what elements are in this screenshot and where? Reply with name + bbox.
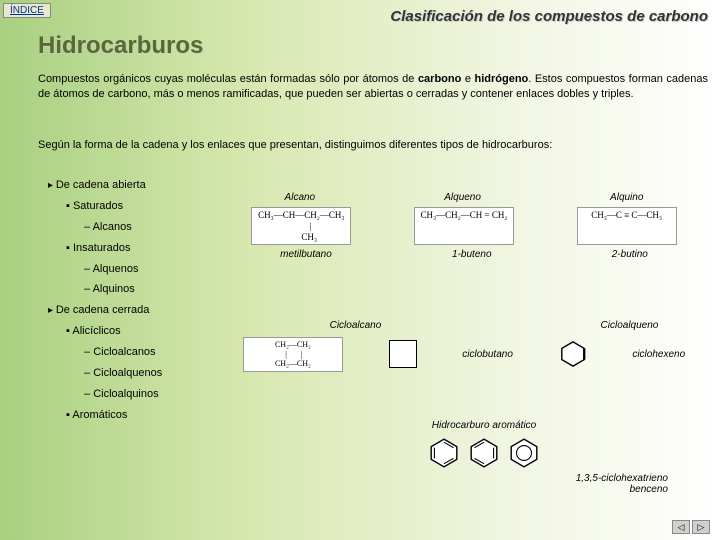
classification-tree: De cadena abierta Saturados Alcanos Insa… bbox=[48, 175, 162, 426]
cicloalqueno-label: Cicloalqueno bbox=[601, 320, 659, 331]
tree-cicloalquenos: Cicloalquenos bbox=[84, 363, 162, 384]
hexagon-shape-icon bbox=[559, 340, 587, 368]
alqueno-name: 1-buteno bbox=[452, 249, 491, 260]
aromatic-name1: 1,3,5-ciclohexatrieno bbox=[220, 473, 668, 484]
bold-carbono: carbono bbox=[418, 73, 461, 85]
openchain-row: Alcano Alqueno Alquino CH₃—CH—CH₂—CH₃ | … bbox=[220, 192, 708, 260]
tree-cicloalcanos: Cicloalcanos bbox=[84, 342, 162, 363]
prev-arrow-button[interactable]: ◁ bbox=[672, 520, 690, 534]
tree-cicloalquinos: Cicloalquinos bbox=[84, 384, 162, 405]
alcano-name: metilbutano bbox=[280, 249, 332, 260]
tree-saturados: Saturados bbox=[66, 196, 162, 217]
next-arrow-button[interactable]: ▷ bbox=[692, 520, 710, 534]
ciclohexeno-name: ciclohexeno bbox=[632, 349, 685, 360]
tree-aromaticos: Aromáticos bbox=[66, 405, 162, 426]
alcano-label: Alcano bbox=[285, 192, 316, 203]
indice-button[interactable]: ÍNDICE bbox=[3, 3, 51, 18]
closedchain-row: Cicloalcano Cicloalqueno CH₂—CH₂ | | CH₂… bbox=[220, 320, 708, 372]
cicloalcano-label: Cicloalcano bbox=[330, 320, 382, 331]
bold-hidrogeno: hidrógeno bbox=[474, 73, 528, 85]
nav-arrows: ◁ ▷ bbox=[672, 520, 710, 534]
alquino-formula: CH₃—C ≡ C—CH₃ bbox=[577, 207, 677, 245]
tree-aliciclicos: Alicíclicos bbox=[66, 321, 162, 342]
page-title: Hidrocarburos bbox=[38, 32, 203, 60]
aromatic-row: Hidrocarburo aromático 1,3,5-ciclohexatr… bbox=[220, 420, 708, 495]
tree-alquenos: Alquenos bbox=[84, 259, 162, 280]
square-shape-icon bbox=[389, 340, 417, 368]
intro-text: e bbox=[461, 73, 474, 85]
alquino-label: Alquino bbox=[610, 192, 643, 203]
tree-insaturados: Insaturados bbox=[66, 238, 162, 259]
tree-alcanos: Alcanos bbox=[84, 217, 162, 238]
intro-paragraph-2: Según la forma de la cadena y los enlace… bbox=[38, 138, 708, 153]
intro-paragraph-1: Compuestos orgánicos cuyas moléculas est… bbox=[38, 72, 708, 102]
alqueno-formula: CH₃—CH₂—CH = CH₂ bbox=[414, 207, 514, 245]
benzene-kekule1-icon bbox=[428, 437, 460, 469]
tree-closed-chain: De cadena cerrada bbox=[48, 300, 162, 321]
alqueno-label: Alqueno bbox=[444, 192, 481, 203]
alquino-name: 2-butino bbox=[612, 249, 648, 260]
alcano-formula: CH₃—CH—CH₂—CH₃ | CH₃ bbox=[251, 207, 351, 245]
benzene-circle-icon bbox=[508, 437, 540, 469]
benzene-kekule2-icon bbox=[468, 437, 500, 469]
ciclobutano-name: ciclobutano bbox=[462, 349, 513, 360]
aromatic-name2: benceno bbox=[220, 484, 668, 495]
intro-text: Compuestos orgánicos cuyas moléculas est… bbox=[38, 73, 418, 85]
aromatic-label: Hidrocarburo aromático bbox=[260, 420, 708, 431]
tree-alquinos: Alquinos bbox=[84, 279, 162, 300]
tree-open-chain: De cadena abierta bbox=[48, 175, 162, 196]
classification-header: Clasificación de los compuestos de carbo… bbox=[390, 8, 708, 25]
cicloalcano-formula: CH₂—CH₂ | | CH₂—CH₂ bbox=[243, 337, 343, 372]
